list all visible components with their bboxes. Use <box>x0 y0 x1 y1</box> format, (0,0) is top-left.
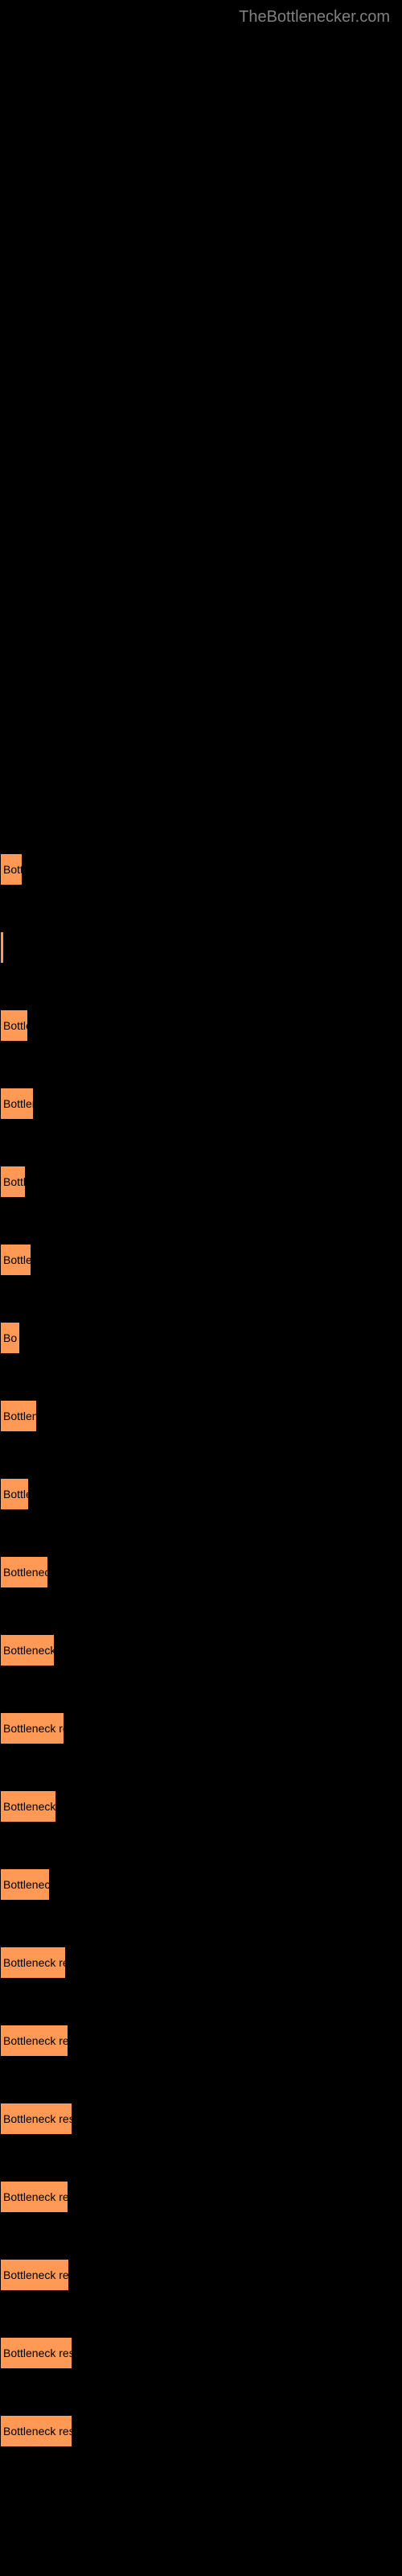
bar-6: Bo <box>0 1322 20 1354</box>
bar-label: Bott <box>3 863 23 876</box>
bar-label: Bottl <box>3 1175 26 1188</box>
bar-3: Bottlene <box>0 1088 34 1120</box>
bar-0: Bott <box>0 853 23 886</box>
bar-row: Bottlen <box>0 1244 402 1276</box>
bar-row: Bottleneck result <box>0 2025 402 2057</box>
bar-20: Bottleneck result <box>0 2415 72 2447</box>
bar-label: Bottleneck re <box>3 1878 50 1891</box>
bar-row: Bottleneck result <box>0 1712 402 1744</box>
bar-label: Bottleneck result <box>3 2268 69 2281</box>
bar-12: Bottleneck resu <box>0 1790 56 1823</box>
bar-label: Bo <box>3 1331 17 1344</box>
bar-label: Bottleneck result <box>3 2034 68 2047</box>
bar-10: Bottleneck res <box>0 1634 55 1666</box>
bar-label: Bottleneck result <box>3 2112 72 2125</box>
bar-4: Bottl <box>0 1166 26 1198</box>
watermark-text: TheBottlenecker.com <box>239 8 390 27</box>
bar-label: Bottleneck result <box>3 1722 64 1735</box>
bar-row: Bottlenec <box>0 1400 402 1432</box>
bar-row: Bottle <box>0 1009 402 1042</box>
bar-row: Bottleneck re <box>0 1556 402 1588</box>
bar-9: Bottleneck re <box>0 1556 48 1588</box>
bar-row: Bottleneck result <box>0 2337 402 2369</box>
bar-1 <box>0 931 4 964</box>
bar-label: Bottlen <box>3 1253 31 1266</box>
bar-16: Bottleneck result <box>0 2103 72 2135</box>
bar-row: Bottleneck resu <box>0 1790 402 1823</box>
bar-label: Bottle <box>3 1019 28 1032</box>
bar-14: Bottleneck result <box>0 1946 66 1979</box>
bar-row: Bottlene <box>0 1088 402 1120</box>
bar-2: Bottle <box>0 1009 28 1042</box>
bar-row: Bottleneck result <box>0 2103 402 2135</box>
bar-row: Bottleneck res <box>0 1634 402 1666</box>
bar-row: Bott <box>0 853 402 886</box>
bar-row: Bottleneck result <box>0 2181 402 2213</box>
bar-label: Bottlene <box>3 1097 34 1110</box>
bar-row: Bottleneck re <box>0 1868 402 1901</box>
bar-label: Bottleneck result <box>3 1956 66 1969</box>
bar-5: Bottlen <box>0 1244 31 1276</box>
bar-label: Bottleneck result <box>3 2425 72 2438</box>
bar-label: Bottlenec <box>3 1410 37 1422</box>
bar-15: Bottleneck result <box>0 2025 68 2057</box>
bar-row <box>0 931 402 964</box>
bar-label: Bottleneck re <box>3 1566 48 1579</box>
bar-row: Bottl <box>0 1166 402 1198</box>
bar-label: Bottleneck resu <box>3 1800 56 1813</box>
bar-label: Bottleneck result <box>3 2190 68 2203</box>
bar-chart: Bott Bottle Bottlene Bottl Bottlen Bo Bo… <box>0 853 402 2493</box>
bar-17: Bottleneck result <box>0 2181 68 2213</box>
bar-18: Bottleneck result <box>0 2259 69 2291</box>
bar-row: Bottleneck result <box>0 2259 402 2291</box>
bar-8: Bottle <box>0 1478 29 1510</box>
bar-label: Bottleneck res <box>3 1644 55 1657</box>
bar-label: Bottle <box>3 1488 29 1501</box>
bar-label: Bottleneck result <box>3 2347 72 2359</box>
bar-7: Bottlenec <box>0 1400 37 1432</box>
bar-19: Bottleneck result <box>0 2337 72 2369</box>
bar-13: Bottleneck re <box>0 1868 50 1901</box>
bar-row: Bo <box>0 1322 402 1354</box>
bar-row: Bottle <box>0 1478 402 1510</box>
bar-11: Bottleneck result <box>0 1712 64 1744</box>
bar-row: Bottleneck result <box>0 2415 402 2447</box>
bar-row: Bottleneck result <box>0 1946 402 1979</box>
